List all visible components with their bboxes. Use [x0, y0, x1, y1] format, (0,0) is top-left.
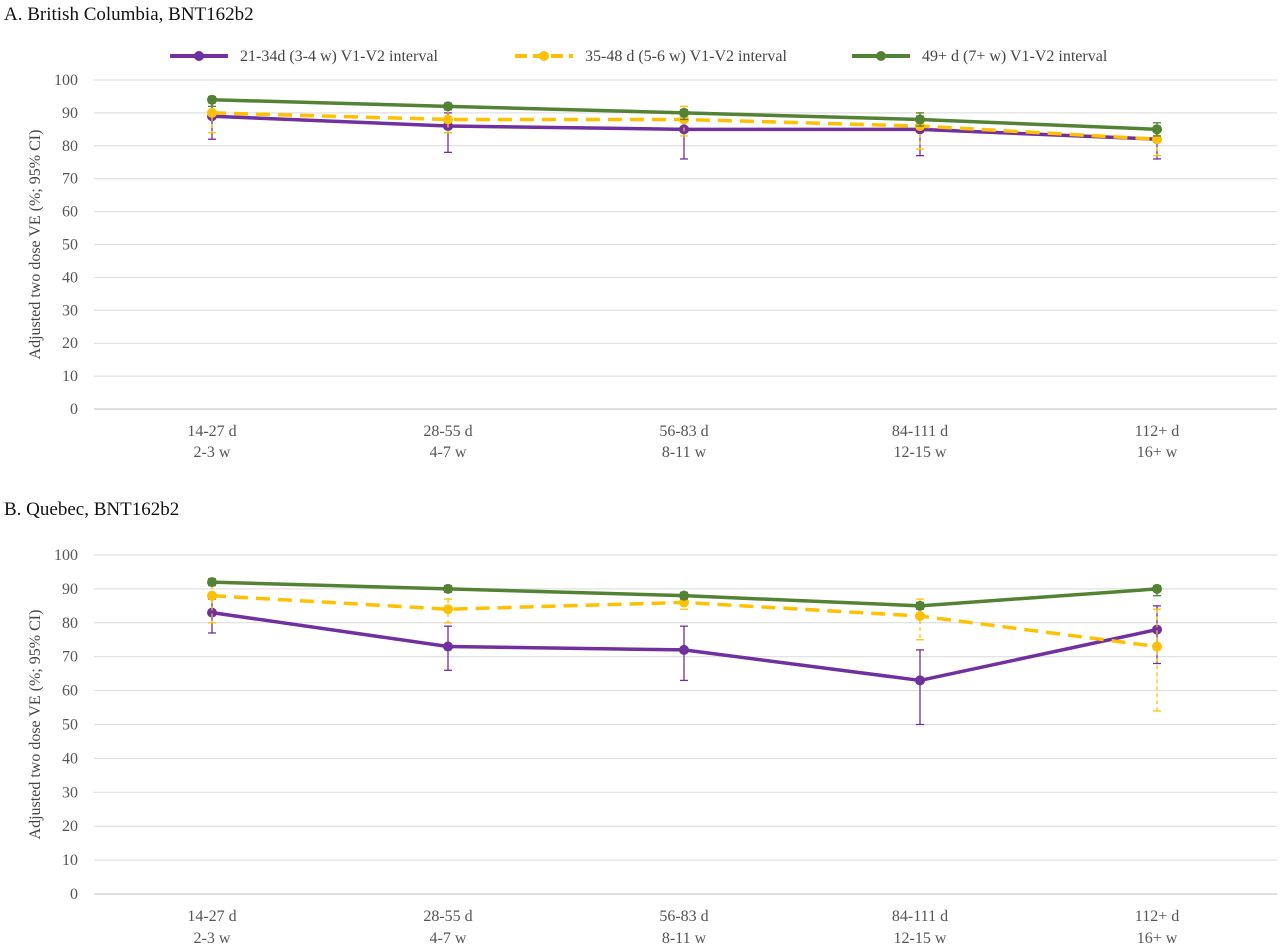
y-tick-label: 10 — [62, 852, 78, 869]
y-tick-label: 70 — [62, 649, 78, 666]
x-tick-label: 56-83 d — [659, 908, 708, 925]
data-point — [679, 590, 689, 601]
x-tick-label: 84-111 d — [892, 423, 948, 440]
y-tick-label: 20 — [62, 335, 78, 352]
data-point — [207, 107, 217, 118]
data-point — [1152, 134, 1162, 145]
x-tick-label: 112+ d — [1135, 908, 1179, 925]
x-tick-label: 14-27 d — [187, 423, 236, 440]
x-tick-sublabel: 2-3 w — [194, 930, 231, 947]
x-tick-label: 28-55 d — [423, 908, 472, 925]
data-point — [443, 114, 453, 125]
y-tick-label: 90 — [62, 105, 78, 122]
x-tick-sublabel: 2-3 w — [194, 444, 231, 461]
y-tick-label: 40 — [62, 269, 78, 286]
data-point — [207, 94, 217, 105]
legend-item-1: 21-34d (3-4 w) V1-V2 interval — [170, 48, 438, 65]
y-tick-label: 60 — [62, 204, 78, 221]
data-point — [915, 675, 925, 686]
data-point — [915, 611, 925, 622]
x-tick-sublabel: 4-7 w — [430, 930, 467, 947]
legend-marker-2 — [539, 51, 549, 61]
legend-marker-3 — [876, 51, 886, 61]
data-point — [1152, 124, 1162, 135]
y-tick-label: 10 — [62, 368, 78, 385]
chart-panel-b: 0 10 20 30 40 50 60 70 80 90 100 Adjusted two dose … — [27, 547, 1277, 947]
legend-marker-1 — [194, 51, 204, 61]
data-point — [1152, 583, 1162, 594]
x-tick-label: 112+ d — [1135, 423, 1179, 440]
x-tick-label: 14-27 d — [187, 908, 236, 925]
data-point — [443, 604, 453, 615]
series-3 — [207, 94, 1162, 137]
y-tick-label: 80 — [62, 615, 78, 632]
data-point — [679, 644, 689, 655]
x-tick-label: 28-55 d — [423, 423, 472, 440]
data-point — [915, 114, 925, 125]
legend-label-3: 49+ d (7+ w) V1-V2 interval — [922, 48, 1108, 65]
x-tick-label: 84-111 d — [892, 908, 948, 925]
x-tick-sublabel: 12-15 w — [894, 444, 947, 461]
y-tick-label: 100 — [54, 72, 78, 89]
data-point — [443, 641, 453, 652]
x-tick-label: 56-83 d — [659, 423, 708, 440]
y-axis-label: Adjusted two dose VE (%; 95% CI) — [27, 130, 44, 360]
y-tick-label: 30 — [62, 784, 78, 801]
x-tick-sublabel: 16+ w — [1137, 444, 1178, 461]
chart-panel-a: 0 10 20 30 40 50 60 70 80 90 100 Adjusted two dose … — [27, 72, 1277, 461]
chart-a-title: A. British Columbia, BNT162b2 — [4, 4, 254, 25]
y-tick-label: 50 — [62, 237, 78, 254]
y-tick-label: 30 — [62, 302, 78, 319]
y-tick-label: 80 — [62, 138, 78, 155]
x-tick-sublabel: 16+ w — [1137, 930, 1178, 947]
data-point — [207, 577, 217, 588]
series-3 — [207, 577, 1162, 611]
x-tick-sublabel: 8-11 w — [662, 444, 707, 461]
x-tick-sublabel: 8-11 w — [662, 930, 707, 947]
y-tick-label: 100 — [54, 547, 78, 564]
y-tick-label: 90 — [62, 581, 78, 598]
y-tick-label: 60 — [62, 683, 78, 700]
legend-item-3: 49+ d (7+ w) V1-V2 interval — [852, 48, 1108, 65]
data-point — [679, 107, 689, 118]
y-tick-label: 70 — [62, 171, 78, 188]
legend-label-2: 35-48 d (5-6 w) V1-V2 interval — [585, 48, 787, 65]
y-tick-label: 40 — [62, 750, 78, 767]
series-1 — [207, 598, 1162, 726]
y-axis-label: Adjusted two dose VE (%; 95% CI) — [27, 610, 44, 840]
y-tick-label: 50 — [62, 717, 78, 734]
y-tick-label: 0 — [70, 886, 78, 903]
data-point — [207, 607, 217, 618]
data-point — [443, 101, 453, 112]
x-tick-sublabel: 4-7 w — [430, 444, 467, 461]
data-point — [915, 600, 925, 611]
data-point — [1152, 641, 1162, 652]
x-tick-sublabel: 12-15 w — [894, 930, 947, 947]
data-point — [207, 590, 217, 601]
legend-label-1: 21-34d (3-4 w) V1-V2 interval — [240, 48, 438, 65]
data-point — [443, 583, 453, 594]
legend-item-2: 35-48 d (5-6 w) V1-V2 interval — [515, 48, 787, 65]
chart-b-title: B. Quebec, BNT162b2 — [4, 499, 180, 520]
y-tick-label: 20 — [62, 818, 78, 835]
data-point — [1152, 624, 1162, 635]
y-tick-label: 0 — [70, 401, 78, 418]
